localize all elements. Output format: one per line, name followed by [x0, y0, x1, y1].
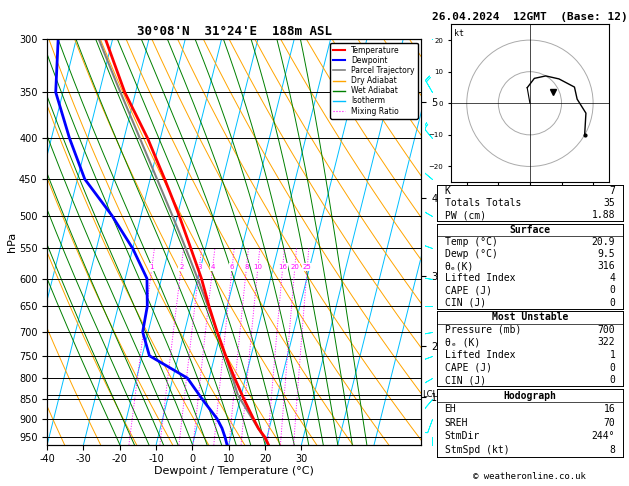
Text: 2: 2: [179, 264, 184, 270]
Text: Totals Totals: Totals Totals: [445, 198, 521, 208]
Text: 10: 10: [253, 264, 262, 270]
Text: 70: 70: [604, 418, 615, 428]
Text: PW (cm): PW (cm): [445, 210, 486, 220]
Text: 16: 16: [278, 264, 287, 270]
Text: Most Unstable: Most Unstable: [492, 312, 568, 322]
Text: K: K: [445, 186, 450, 196]
Text: LCL: LCL: [423, 390, 438, 399]
Text: Pressure (mb): Pressure (mb): [445, 325, 521, 335]
Text: 20: 20: [291, 264, 299, 270]
Text: 25: 25: [303, 264, 312, 270]
Text: Lifted Index: Lifted Index: [445, 273, 515, 283]
Text: © weatheronline.co.uk: © weatheronline.co.uk: [474, 472, 586, 481]
Text: 1: 1: [150, 264, 154, 270]
Y-axis label: hPa: hPa: [8, 232, 18, 252]
Text: 35: 35: [604, 198, 615, 208]
Text: 9.5: 9.5: [598, 249, 615, 259]
Title: 30°08'N  31°24'E  188m ASL: 30°08'N 31°24'E 188m ASL: [136, 25, 332, 38]
Text: kt: kt: [454, 29, 464, 38]
Text: StmDir: StmDir: [445, 432, 480, 441]
Text: Lifted Index: Lifted Index: [445, 350, 515, 360]
Text: 26.04.2024  12GMT  (Base: 12): 26.04.2024 12GMT (Base: 12): [432, 12, 628, 22]
Text: StmSpd (kt): StmSpd (kt): [445, 445, 509, 455]
Text: 3: 3: [197, 264, 202, 270]
Text: 8: 8: [610, 445, 615, 455]
Text: 6: 6: [230, 264, 235, 270]
Text: CIN (J): CIN (J): [445, 375, 486, 385]
Text: 0: 0: [610, 297, 615, 308]
Text: θₑ(K): θₑ(K): [445, 261, 474, 271]
Text: CAPE (J): CAPE (J): [445, 363, 492, 373]
Text: EH: EH: [445, 404, 456, 414]
Legend: Temperature, Dewpoint, Parcel Trajectory, Dry Adiabat, Wet Adiabat, Isotherm, Mi: Temperature, Dewpoint, Parcel Trajectory…: [330, 43, 418, 119]
Text: 4: 4: [211, 264, 215, 270]
Text: CAPE (J): CAPE (J): [445, 285, 492, 295]
Text: CIN (J): CIN (J): [445, 297, 486, 308]
Text: Hodograph: Hodograph: [503, 391, 557, 400]
Y-axis label: km
ASL: km ASL: [440, 233, 462, 251]
Text: θₑ (K): θₑ (K): [445, 337, 480, 347]
Text: 322: 322: [598, 337, 615, 347]
Text: 700: 700: [598, 325, 615, 335]
Text: 1.88: 1.88: [592, 210, 615, 220]
Text: 244°: 244°: [592, 432, 615, 441]
Text: 7: 7: [610, 186, 615, 196]
Text: Dewp (°C): Dewp (°C): [445, 249, 498, 259]
Text: Surface: Surface: [509, 225, 550, 235]
X-axis label: Dewpoint / Temperature (°C): Dewpoint / Temperature (°C): [154, 466, 314, 476]
Text: 0: 0: [610, 363, 615, 373]
Text: Temp (°C): Temp (°C): [445, 237, 498, 247]
Text: 0: 0: [610, 285, 615, 295]
Text: 1: 1: [610, 350, 615, 360]
Text: SREH: SREH: [445, 418, 468, 428]
Text: 8: 8: [244, 264, 249, 270]
Text: 316: 316: [598, 261, 615, 271]
Text: 16: 16: [604, 404, 615, 414]
Text: 20.9: 20.9: [592, 237, 615, 247]
Text: 0: 0: [610, 375, 615, 385]
Text: 4: 4: [610, 273, 615, 283]
